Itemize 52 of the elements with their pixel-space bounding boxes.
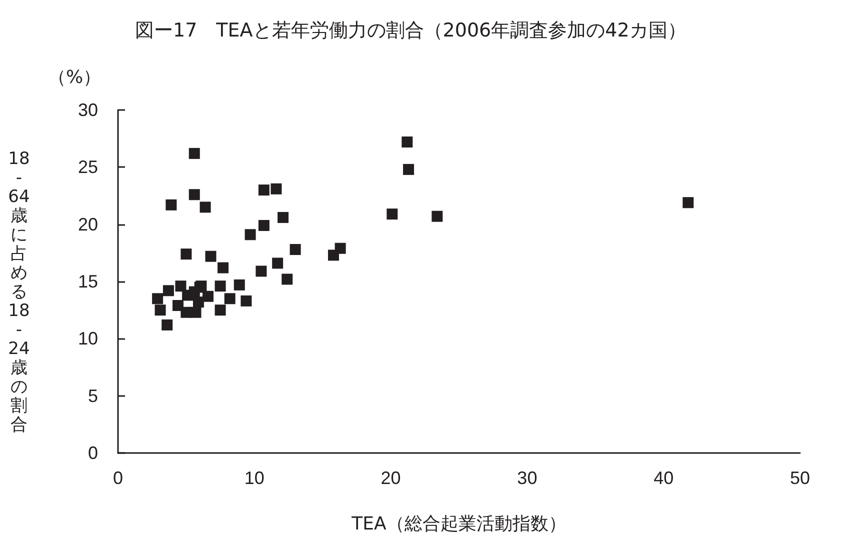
point bbox=[162, 285, 174, 296]
point bbox=[386, 208, 398, 220]
y-tick-label: 30 bbox=[78, 100, 98, 120]
point bbox=[278, 212, 289, 223]
point bbox=[224, 293, 236, 304]
point bbox=[270, 183, 282, 194]
x-tick-label: 10 bbox=[244, 468, 264, 488]
x-tick-label: 30 bbox=[517, 468, 538, 488]
point bbox=[432, 210, 443, 222]
x-tick-label: 40 bbox=[654, 468, 674, 488]
text: 18-64歳に占める18-24歳の割合 bbox=[8, 149, 30, 435]
point bbox=[166, 199, 177, 210]
x-tick-label: 0 bbox=[112, 468, 124, 488]
point bbox=[188, 189, 200, 200]
y-tick-label: 20 bbox=[78, 214, 98, 234]
point bbox=[192, 296, 204, 308]
point bbox=[402, 136, 413, 148]
point bbox=[334, 242, 346, 254]
point bbox=[152, 293, 164, 304]
chart-title: 図ー17 TEAと若年労働力の割合（2006年調査参加の42カ国） bbox=[135, 20, 686, 42]
y-tick-label: 25 bbox=[78, 157, 98, 178]
point bbox=[154, 304, 166, 316]
y-tick-label: 5 bbox=[88, 386, 98, 406]
x-tick-label: 20 bbox=[380, 468, 401, 488]
point bbox=[258, 184, 270, 196]
point bbox=[240, 295, 252, 306]
point bbox=[234, 279, 245, 290]
text: （%） bbox=[48, 66, 102, 89]
y-tick-label: 15 bbox=[78, 272, 98, 292]
point bbox=[218, 262, 229, 274]
point bbox=[256, 266, 267, 277]
point bbox=[190, 306, 202, 318]
point bbox=[682, 197, 694, 208]
point bbox=[202, 290, 214, 302]
point bbox=[214, 304, 226, 316]
x-axis-title: TEA（総合起業活動指数） bbox=[350, 514, 566, 534]
point bbox=[214, 280, 226, 292]
point bbox=[282, 274, 293, 285]
point bbox=[188, 148, 200, 159]
point bbox=[290, 244, 301, 255]
y-tick-label: 0 bbox=[88, 443, 98, 463]
point bbox=[205, 250, 216, 262]
y-tick-label: 10 bbox=[78, 328, 98, 349]
point bbox=[162, 319, 173, 330]
point bbox=[175, 280, 186, 292]
point bbox=[180, 248, 192, 260]
x-tick-label: 50 bbox=[790, 468, 810, 488]
point bbox=[403, 164, 414, 175]
point bbox=[272, 258, 284, 269]
point bbox=[258, 220, 270, 231]
point bbox=[200, 202, 211, 213]
point bbox=[244, 229, 256, 240]
